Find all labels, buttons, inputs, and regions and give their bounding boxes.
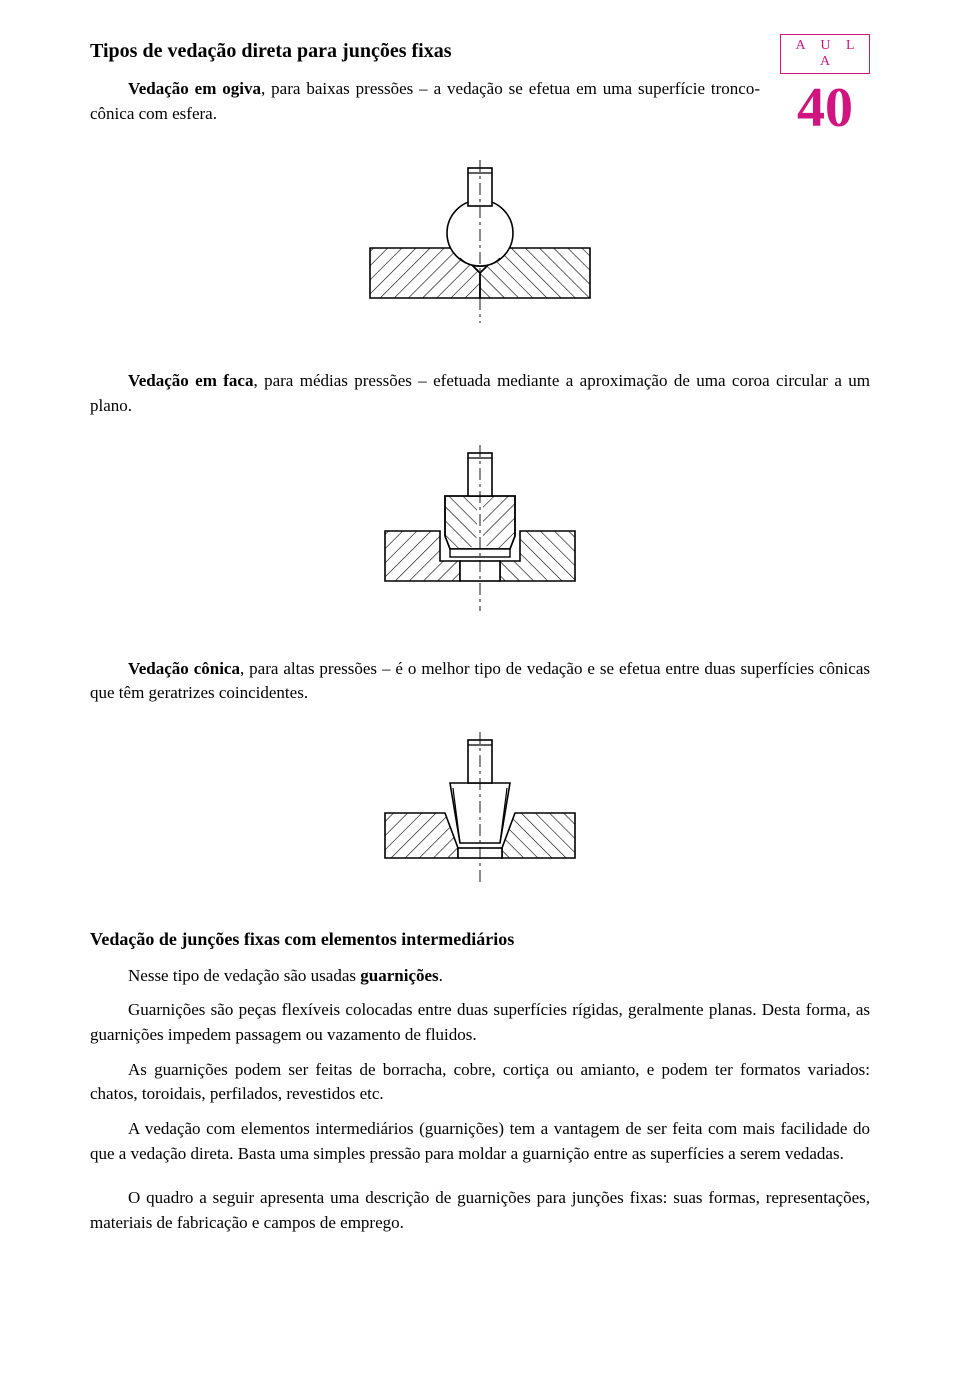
bold-guarnicoes: guarnições xyxy=(360,966,438,985)
figure-conica xyxy=(90,728,870,893)
paragraph-guarnicoes-3: As guarnições podem ser feitas de borrac… xyxy=(90,1058,870,1107)
paragraph-guarnicoes-1: Nesse tipo de vedação são usadas guarniç… xyxy=(90,964,870,989)
aula-badge: A U L A 40 xyxy=(780,34,870,136)
paragraph-faca: Vedação em faca, para médias pressões – … xyxy=(90,369,870,418)
bold-conica: Vedação cônica xyxy=(128,659,240,678)
text-g1a: Nesse tipo de vedação são usadas xyxy=(128,966,360,985)
paragraph-guarnicoes-2: Guarnições são peças flexíveis colocadas… xyxy=(90,998,870,1047)
aula-number: 40 xyxy=(780,80,870,136)
text-g1b: . xyxy=(439,966,443,985)
bold-faca: Vedação em faca xyxy=(128,371,253,390)
section-title-2: Vedação de junções fixas com elementos i… xyxy=(90,929,870,950)
paragraph-ogiva: Vedação em ogiva, para baixas pressões –… xyxy=(90,77,760,126)
bold-ogiva: Vedação em ogiva xyxy=(128,79,261,98)
paragraph-conica: Vedação cônica, para altas pressões – é … xyxy=(90,657,870,706)
figure-ogiva xyxy=(90,158,870,333)
paragraph-guarnicoes-4: A vedação com elementos intermediários (… xyxy=(90,1117,870,1166)
figure-faca xyxy=(90,441,870,621)
aula-label: A U L A xyxy=(780,34,870,74)
paragraph-guarnicoes-5: O quadro a seguir apresenta uma descriçã… xyxy=(90,1186,870,1235)
section-title-1: Tipos de vedação direta para junções fix… xyxy=(90,40,760,63)
